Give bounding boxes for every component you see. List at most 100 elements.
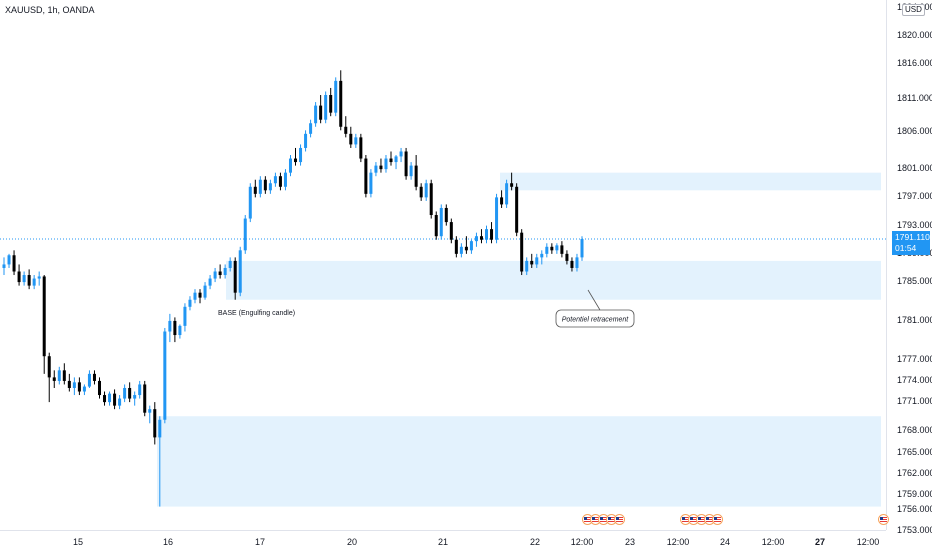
candle-body	[128, 387, 132, 399]
candle-body	[22, 275, 26, 283]
candle-body	[218, 271, 222, 276]
time-tick-label: 21	[437, 537, 449, 547]
countdown-value: 01:54	[895, 243, 917, 253]
candle-body	[384, 158, 388, 170]
time-tick-label: 12:00	[856, 537, 880, 547]
candle-body	[575, 257, 579, 268]
candle-body	[243, 218, 247, 251]
candle-body	[27, 275, 31, 286]
candle-body	[72, 382, 76, 388]
candle-body	[319, 105, 323, 120]
candle-body	[17, 271, 21, 283]
currency-badge[interactable]: USD	[902, 4, 925, 16]
candle-body	[52, 377, 56, 381]
candle-body	[379, 165, 383, 170]
candle-body	[530, 260, 534, 265]
supply-demand-zone[interactable]	[500, 172, 881, 191]
candle-body	[273, 176, 277, 184]
candle-body	[525, 260, 529, 272]
price-tick-label: 1774.000	[897, 375, 932, 385]
candle-body	[419, 186, 423, 198]
candle-body	[344, 126, 348, 134]
candle-body	[304, 133, 308, 148]
candle-body	[82, 386, 86, 392]
candle-body	[168, 320, 172, 332]
candle-body	[339, 80, 343, 127]
candle-body	[515, 186, 519, 233]
supply-demand-zone[interactable]	[226, 260, 881, 300]
candle-body	[389, 158, 393, 163]
candle-body	[263, 179, 267, 191]
candle-body	[278, 176, 282, 187]
candle-body	[42, 276, 46, 357]
candle-body	[138, 384, 142, 396]
time-tick-label: 20	[346, 537, 358, 547]
candle-body	[314, 105, 318, 124]
candle-body	[188, 299, 192, 307]
time-tick-label: 17	[254, 537, 266, 547]
candle-body	[193, 292, 197, 300]
candle-body	[92, 373, 96, 381]
last-price-value: 1791.110	[895, 232, 930, 242]
symbol-title[interactable]: XAUUSD, 1h, OANDA	[5, 5, 95, 15]
candle-body	[449, 222, 453, 240]
price-tick-label: 1820.000	[897, 30, 932, 40]
candle-body	[555, 245, 559, 251]
callout-text: Potentiel retracement	[562, 317, 630, 324]
candle-body	[359, 137, 363, 159]
candle-body	[143, 384, 147, 413]
candle-body	[414, 165, 418, 187]
candle-body	[32, 278, 36, 286]
candle-body	[505, 183, 509, 205]
candle-body	[495, 197, 499, 240]
candle-body	[62, 370, 66, 381]
candle-body	[409, 165, 413, 177]
us-flag-icon[interactable]	[614, 514, 625, 525]
time-tick-label: 16	[162, 537, 174, 547]
time-tick-label: 23	[624, 537, 636, 547]
candle-body	[510, 183, 514, 187]
candle-body	[464, 246, 468, 251]
candle-body	[459, 246, 463, 254]
price-tick-label: 1781.000	[897, 315, 932, 325]
candle-body	[213, 271, 217, 279]
candle-body	[77, 382, 81, 392]
candle-body	[394, 156, 398, 163]
candle-body	[294, 158, 298, 163]
candle-body	[540, 253, 544, 258]
price-tick-label: 1806.000	[897, 126, 932, 136]
time-tick-label: 27	[814, 537, 826, 547]
callout-box[interactable]	[555, 309, 635, 328]
candlestick-chart[interactable]: Potentiel retracement BASE (Engulfing ca…	[0, 0, 886, 530]
price-tick-label: 1785.000	[897, 276, 932, 286]
price-axis[interactable]: 18⁠2⁠4.000 1820.0001816.0001811.0001806.…	[886, 0, 932, 535]
candle-body	[570, 260, 574, 268]
candle-body	[238, 250, 242, 293]
callout-pointer	[587, 289, 601, 311]
candle-body	[324, 95, 328, 120]
candle-body	[12, 255, 16, 272]
price-tick-label: 1768.000	[897, 425, 932, 435]
candle-body	[198, 292, 202, 298]
supply-demand-zone[interactable]	[157, 416, 881, 507]
chart-canvas[interactable]: Potentiel retracement BASE (Engulfing ca…	[0, 0, 886, 530]
price-tick-label: 1801.000	[897, 163, 932, 173]
candle-body	[329, 95, 333, 113]
candle-body	[490, 229, 494, 240]
time-axis[interactable]: 15 16 17 20 21 22 12:00 23 12:00 24 12:00 27 12:00	[0, 530, 886, 551]
candle-body	[173, 320, 177, 336]
candle-body	[309, 123, 313, 134]
candle-body	[223, 267, 227, 276]
candle-body	[439, 207, 443, 237]
candle-body	[253, 186, 257, 194]
candle-body	[500, 197, 504, 205]
candle-body	[228, 260, 232, 268]
candle-body	[7, 255, 11, 265]
price-tick-label: 1765.000	[897, 447, 932, 457]
us-flag-icon[interactable]	[878, 514, 889, 525]
candle-body	[520, 232, 524, 272]
price-tick-label: 1753.000	[897, 525, 932, 535]
us-flag-icon[interactable]	[712, 514, 723, 525]
price-tick-label: 1759.000	[897, 489, 932, 499]
candle-body	[203, 285, 207, 298]
